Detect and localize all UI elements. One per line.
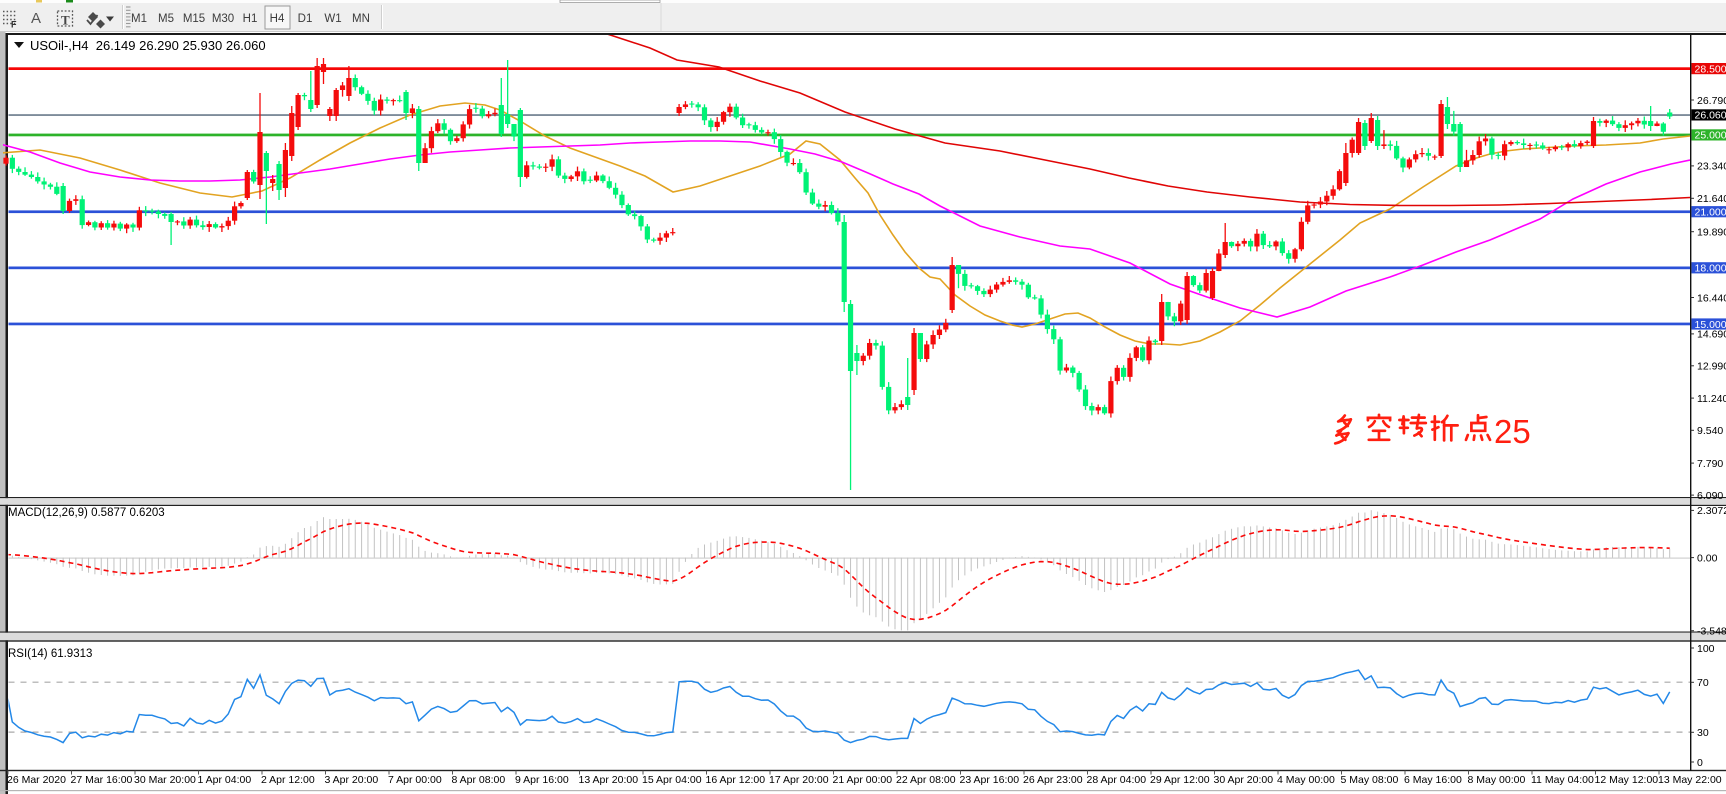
svg-text:T: T	[61, 13, 70, 28]
svg-text:12.990: 12.990	[1697, 361, 1726, 373]
svg-text:11 May 04:00: 11 May 04:00	[1531, 774, 1594, 786]
svg-text:19.890: 19.890	[1697, 227, 1726, 239]
svg-text:21.000: 21.000	[1695, 207, 1726, 219]
svg-text:W1: W1	[324, 13, 341, 25]
svg-text:0.00: 0.00	[1697, 552, 1718, 564]
svg-text:13 May 22:00: 13 May 22:00	[1658, 774, 1722, 786]
svg-text:MN: MN	[352, 13, 370, 25]
svg-text:2.3072: 2.3072	[1697, 505, 1726, 517]
svg-text:26.790: 26.790	[1697, 95, 1726, 107]
svg-text:USOil-,H4 26.149 26.290 25.93: USOil-,H4 26.149 26.290 25.930 26.060	[30, 38, 266, 53]
svg-text:15.000: 15.000	[1695, 319, 1726, 331]
svg-text:7 Apr 00:00: 7 Apr 00:00	[388, 774, 442, 786]
svg-text:23.340: 23.340	[1697, 161, 1726, 173]
svg-text:13 Apr 20:00: 13 Apr 20:00	[579, 774, 639, 786]
svg-text:28 Apr 04:00: 28 Apr 04:00	[1087, 774, 1147, 786]
svg-text:30 Apr 20:00: 30 Apr 20:00	[1214, 774, 1274, 786]
svg-text:12 May 12:00: 12 May 12:00	[1595, 774, 1659, 786]
svg-text:6.090: 6.090	[1697, 490, 1723, 502]
svg-text:30 Mar 20:00: 30 Mar 20:00	[134, 774, 196, 786]
svg-text:21 Apr 00:00: 21 Apr 00:00	[833, 774, 893, 786]
svg-text:30: 30	[1697, 727, 1709, 739]
svg-text:16.440: 16.440	[1697, 292, 1726, 304]
svg-text:9.540: 9.540	[1697, 425, 1723, 437]
svg-text:7.790: 7.790	[1697, 458, 1723, 470]
svg-text:M5: M5	[158, 13, 174, 25]
svg-text:M30: M30	[212, 13, 234, 25]
svg-text:2 Apr 12:00: 2 Apr 12:00	[261, 774, 315, 786]
svg-text:A: A	[31, 10, 41, 27]
svg-text:9 Apr 16:00: 9 Apr 16:00	[515, 774, 569, 786]
svg-text:M1: M1	[131, 13, 147, 25]
svg-text:70: 70	[1697, 677, 1709, 689]
svg-text:14.690: 14.690	[1697, 329, 1726, 341]
svg-text:23 Apr 16:00: 23 Apr 16:00	[960, 774, 1020, 786]
svg-text:M15: M15	[183, 13, 205, 25]
svg-text:26 Apr 23:00: 26 Apr 23:00	[1023, 774, 1083, 786]
svg-text:0: 0	[1697, 757, 1703, 769]
svg-text:F: F	[11, 20, 17, 30]
svg-text:29 Apr 12:00: 29 Apr 12:00	[1150, 774, 1210, 786]
svg-text:25: 25	[1494, 413, 1531, 450]
svg-text:H4: H4	[270, 13, 285, 25]
svg-text:-3.5484: -3.5484	[1697, 626, 1726, 638]
svg-text:21.640: 21.640	[1697, 193, 1726, 205]
svg-text:18.000: 18.000	[1695, 263, 1726, 275]
svg-text:11.240: 11.240	[1697, 393, 1726, 405]
svg-text:17 Apr 20:00: 17 Apr 20:00	[769, 774, 829, 786]
svg-text:3 Apr 20:00: 3 Apr 20:00	[325, 774, 379, 786]
svg-text:22 Apr 08:00: 22 Apr 08:00	[896, 774, 956, 786]
svg-text:1 Apr 04:00: 1 Apr 04:00	[198, 774, 252, 786]
svg-text:15 Apr 04:00: 15 Apr 04:00	[642, 774, 702, 786]
svg-text:27 Mar 16:00: 27 Mar 16:00	[71, 774, 133, 786]
svg-text:8 Apr 08:00: 8 Apr 08:00	[452, 774, 506, 786]
svg-text:4 May 00:00: 4 May 00:00	[1277, 774, 1335, 786]
svg-text:100: 100	[1697, 643, 1715, 655]
svg-text:H1: H1	[243, 13, 258, 25]
svg-text:RSI(14) 61.9313: RSI(14) 61.9313	[8, 648, 92, 660]
svg-text:16 Apr 12:00: 16 Apr 12:00	[706, 774, 766, 786]
svg-text:D1: D1	[298, 13, 313, 25]
svg-text:MACD(12,26,9) 0.5877 0.6203: MACD(12,26,9) 0.5877 0.6203	[8, 507, 165, 519]
svg-text:6 May 16:00: 6 May 16:00	[1404, 774, 1462, 786]
svg-text:28.500: 28.500	[1695, 63, 1726, 75]
svg-text:5 May 08:00: 5 May 08:00	[1341, 774, 1399, 786]
svg-text:26 Mar 2020: 26 Mar 2020	[7, 774, 66, 786]
svg-text:26.060: 26.060	[1695, 110, 1726, 122]
svg-text:8 May 00:00: 8 May 00:00	[1468, 774, 1526, 786]
svg-text:25.000: 25.000	[1695, 130, 1726, 142]
